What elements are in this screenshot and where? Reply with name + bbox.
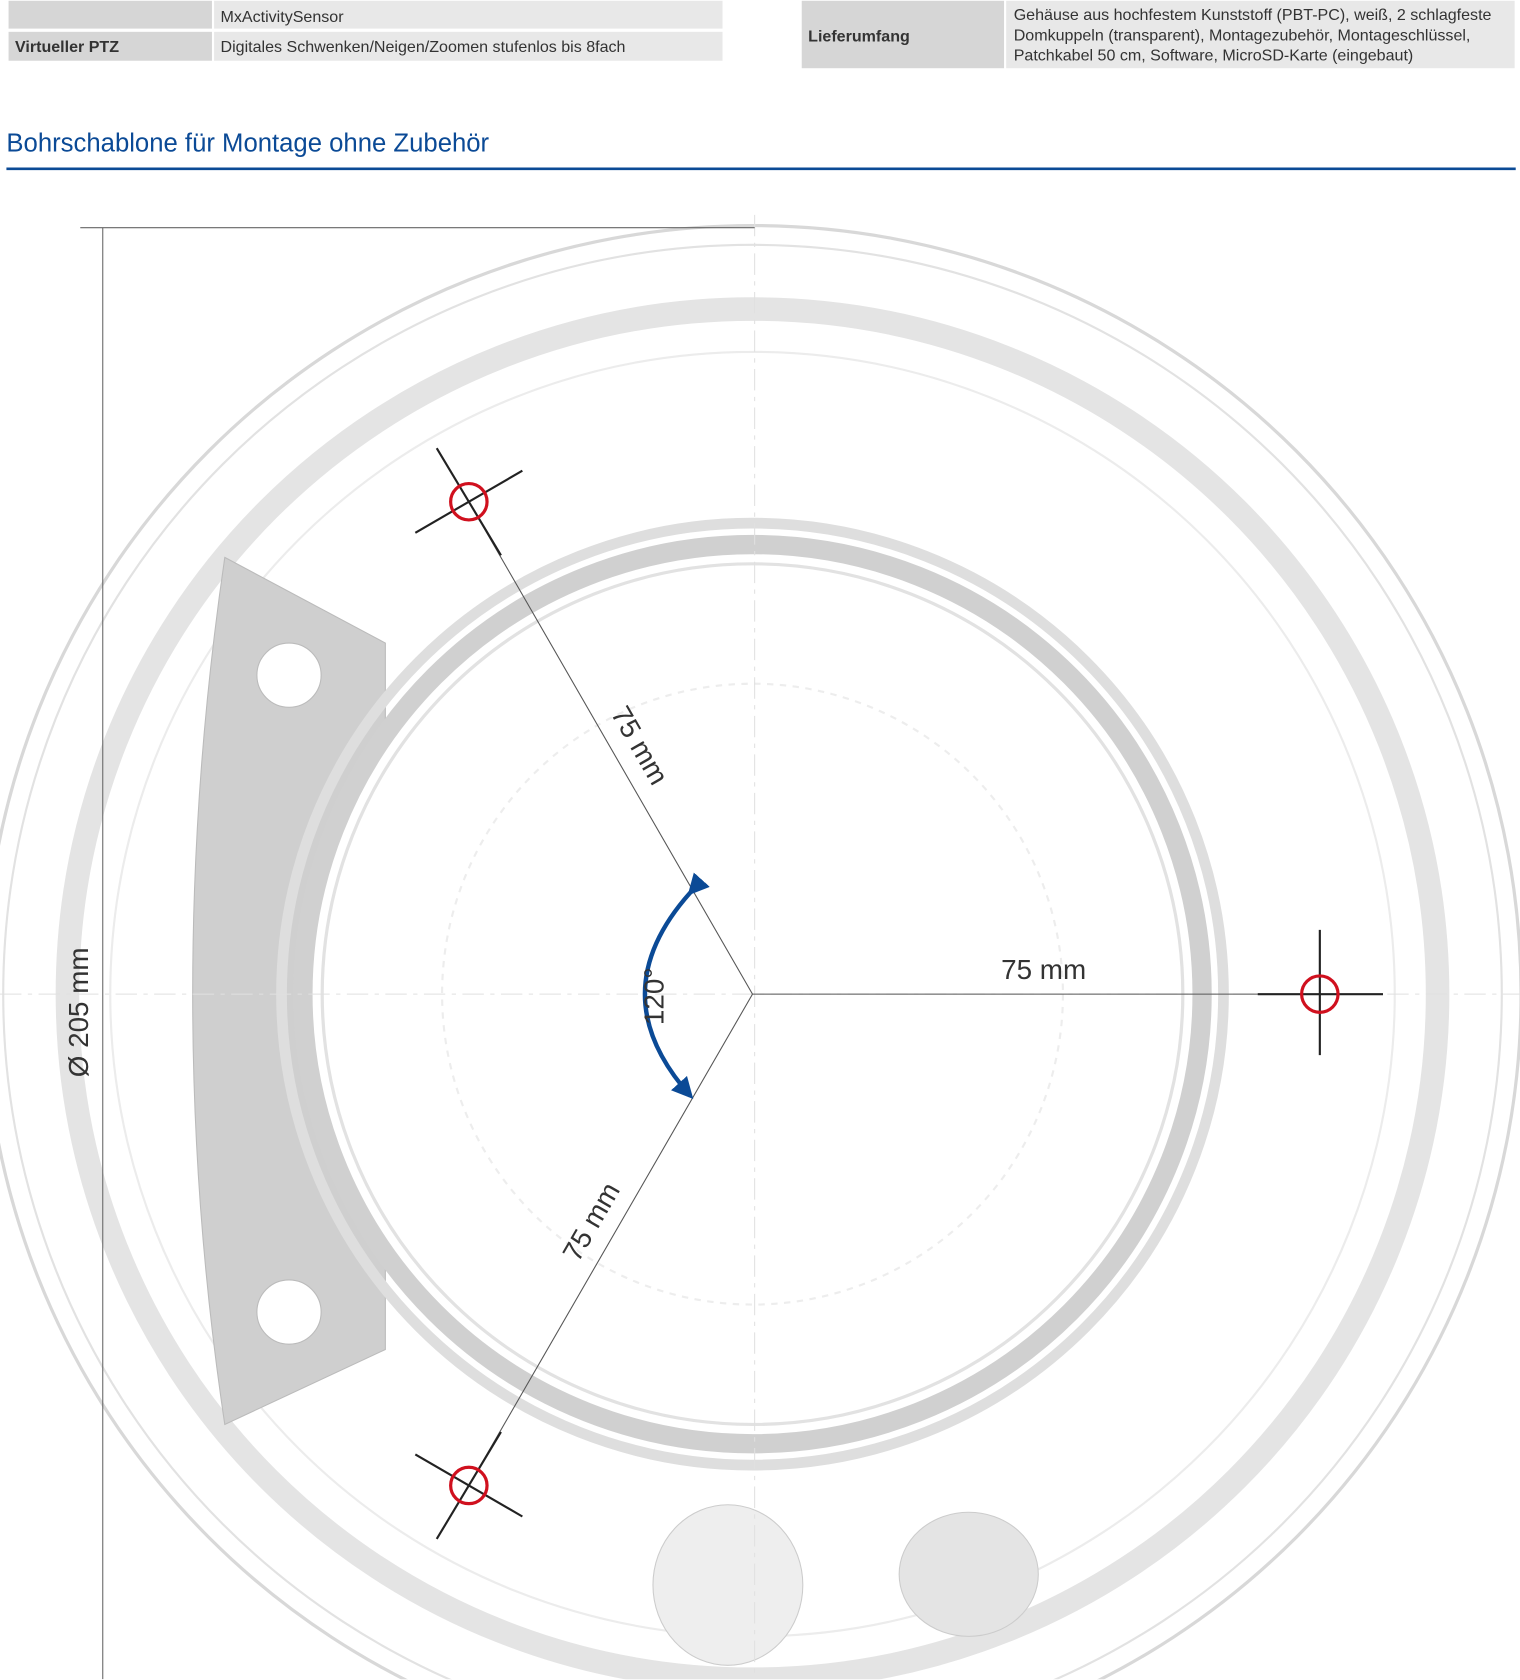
cell-label: Virtueller PTZ <box>15 38 119 56</box>
cell: Digitales Schwenken/Neigen/Zoomen stufen… <box>221 38 626 56</box>
cell: MxActivitySensor <box>221 8 345 26</box>
diameter-label: Ø 205 mm <box>63 947 94 1077</box>
spec-table-left: MxActivitySensor Virtueller PTZ Digitale… <box>8 0 723 61</box>
drill-holes <box>414 447 1383 1540</box>
drilling-template: Ø 205 mm 120° 75 mm 75 mm 75 mm <box>0 214 1520 1680</box>
cell-label: Lieferumfang <box>808 27 910 45</box>
cell: Gehäuse aus hochfestem Kunststoff (PBT-P… <box>1014 6 1492 24</box>
cell: Patchkabel 50 cm, Software, MicroSD-Kart… <box>1014 47 1414 65</box>
spec-table-right: Lieferumfang Gehäuse aus hochfestem Kuns… <box>801 0 1515 69</box>
section-title: Bohrschablone für Montage ohne Zubehör <box>6 130 489 158</box>
radius-label: 75 mm <box>1001 954 1086 985</box>
angle-label: 120° <box>639 968 670 1026</box>
cell: Domkuppeln (transparent), Montagezubehör… <box>1014 26 1471 44</box>
